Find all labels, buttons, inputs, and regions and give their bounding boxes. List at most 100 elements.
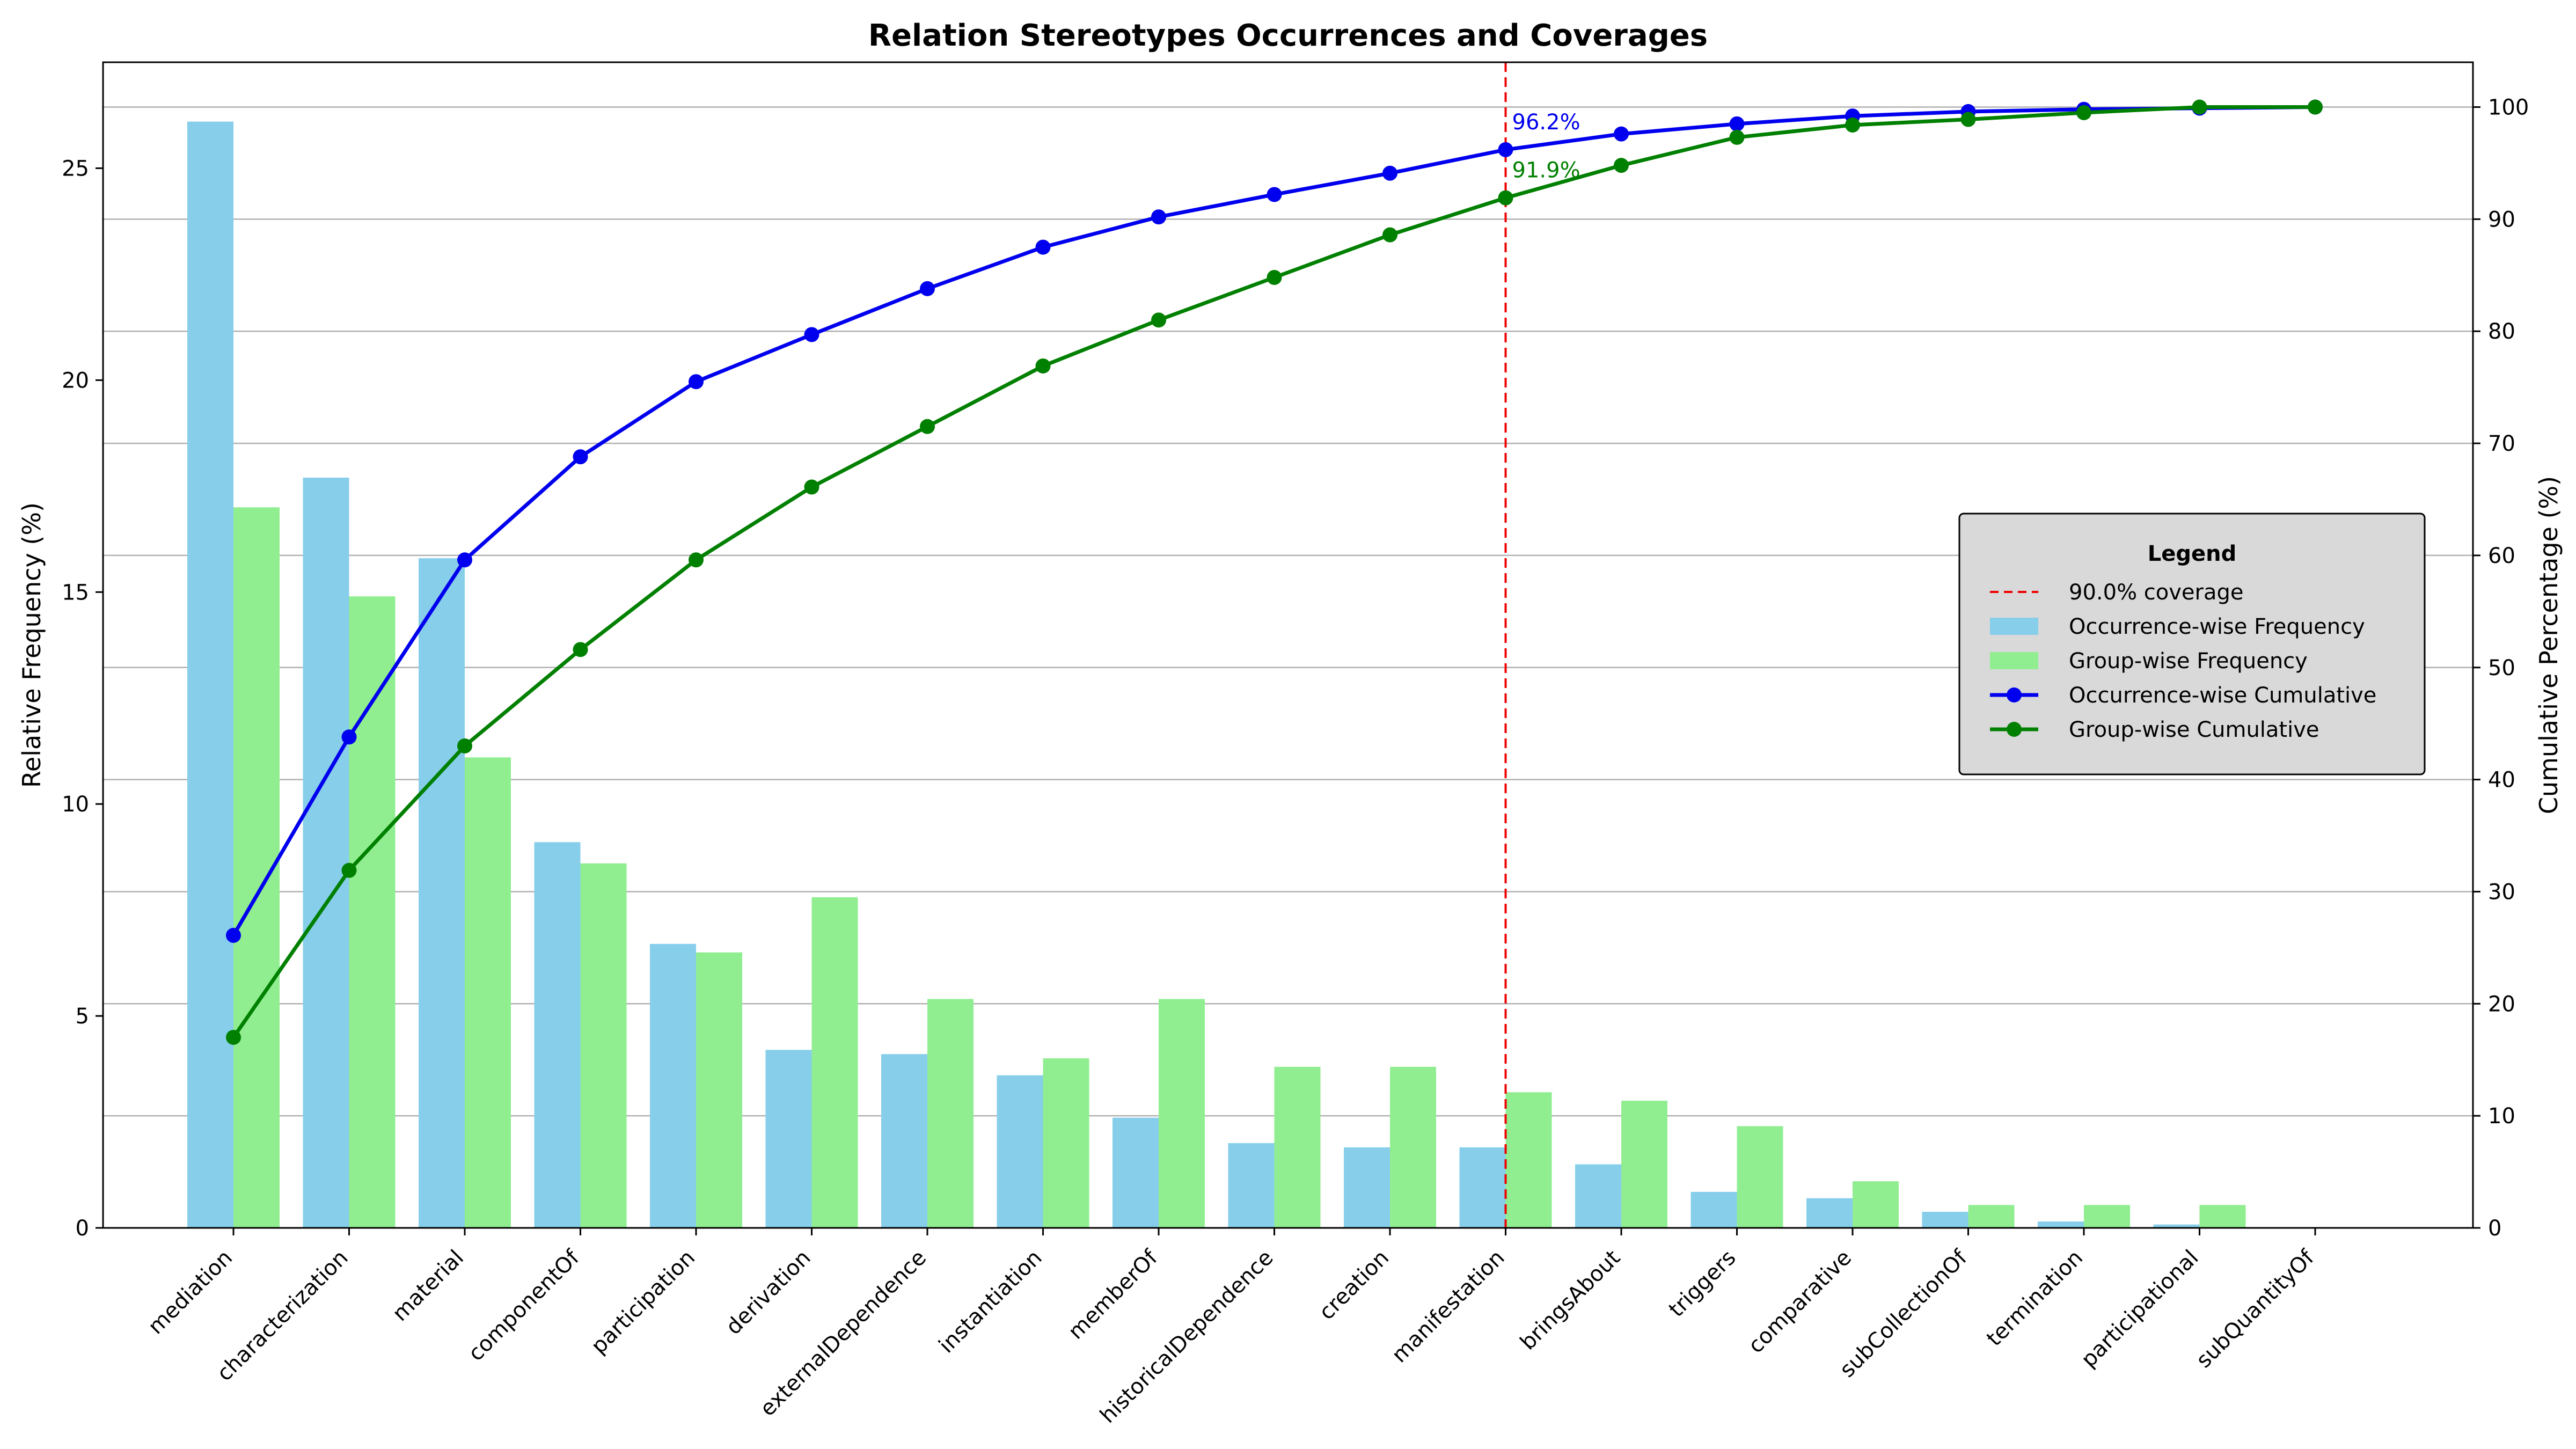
bars-group [187, 121, 2246, 1228]
cumulative-point [1845, 117, 1860, 133]
bar [927, 999, 974, 1228]
y2-axis-label: Cumulative Percentage (%) [2534, 476, 2563, 814]
y-tick-label: 20 [62, 368, 89, 393]
cumulative-point [1729, 116, 1745, 131]
bar [534, 842, 581, 1228]
bar [1228, 1143, 1275, 1228]
cumulative-point [920, 281, 935, 296]
legend-entry-label: Group-wise Cumulative [2069, 718, 2319, 742]
bar [1344, 1147, 1390, 1228]
cumulative-point [1614, 126, 1629, 142]
cumulative-point [341, 729, 357, 745]
bar [765, 1050, 812, 1228]
cumulative-point [689, 552, 704, 568]
cumulative-point [804, 479, 819, 495]
legend-title: Legend [2148, 541, 2237, 566]
cumulative-point [1729, 129, 1745, 145]
cumulative-point [573, 449, 588, 465]
cumulative-point [1035, 239, 1051, 255]
legend-handle-bar [1990, 652, 2038, 669]
cumulative-point [2192, 99, 2207, 115]
bar [465, 757, 511, 1228]
bar [1575, 1164, 1621, 1228]
bar [1159, 999, 1205, 1228]
y-tick-label: 5 [76, 1004, 89, 1029]
bar [1390, 1066, 1436, 1228]
cumulative-point [457, 552, 472, 568]
y2-tick-label: 30 [2488, 880, 2515, 904]
bar [1737, 1126, 1783, 1228]
y2-tick-label: 40 [2488, 768, 2515, 793]
y2-tick-label: 80 [2488, 319, 2515, 344]
bar [580, 863, 627, 1228]
legend: Legend 90.0% coverage Occurrence-wise Freq… [1958, 513, 2426, 775]
annotation-label: 91.9% [1512, 158, 1580, 183]
bar [1968, 1205, 2015, 1228]
annotation-label: 96.2% [1512, 110, 1580, 135]
bar [811, 897, 858, 1228]
right-y-axis: 0 10 20 30 40 50 60 70 80 90 100 [2473, 96, 2529, 1241]
bar [696, 952, 742, 1228]
legend-entry-label: Group-wise Frequency [2069, 649, 2308, 674]
cumulative-point [1035, 358, 1051, 374]
legend-entry-label: Occurrence-wise Cumulative [2069, 683, 2376, 708]
cumulative-point [1498, 142, 1513, 157]
bar [1806, 1198, 1853, 1228]
y-tick-label: 10 [62, 792, 89, 817]
legend-box [1958, 513, 2426, 775]
y2-tick-label: 50 [2488, 656, 2515, 680]
cumulative-point [920, 419, 935, 434]
bar [303, 478, 349, 1228]
cumulative-point [2076, 105, 2091, 120]
y2-tick-label: 100 [2488, 96, 2529, 120]
bar [187, 121, 233, 1228]
cumulative-point [226, 1029, 241, 1045]
cumulative-point [1151, 209, 1166, 225]
cumulative-point [341, 862, 357, 878]
cumulative-point [1151, 312, 1166, 328]
bar [2084, 1205, 2130, 1228]
bar [419, 558, 465, 1228]
bar [349, 596, 396, 1228]
cumulative-point [689, 374, 704, 390]
cumulative-point [2308, 99, 2323, 115]
y2-tick-label: 70 [2488, 431, 2515, 456]
legend-handle-marker [2007, 722, 2022, 737]
cumulative-point [1614, 158, 1629, 173]
legend-entry-label: Occurrence-wise Frequency [2069, 614, 2365, 639]
bar [1274, 1066, 1321, 1228]
y-tick-label: 25 [62, 156, 89, 181]
bar [2199, 1205, 2246, 1228]
y-axis-label: Relative Frequency (%) [17, 502, 46, 788]
annotations-group: 96.2% 91.9% [1512, 110, 1580, 183]
bar [1853, 1181, 1899, 1228]
y2-tick-label: 90 [2488, 207, 2515, 232]
cumulative-point [226, 927, 241, 943]
bar [1690, 1191, 1737, 1228]
cumulative-point [1960, 112, 1976, 127]
bar [1459, 1147, 1506, 1228]
cumulative-lines-group [226, 99, 2323, 1045]
cumulative-point [1382, 165, 1397, 181]
bar [1043, 1058, 1089, 1228]
y2-tick-label: 0 [2488, 1216, 2501, 1241]
legend-handle-marker [2007, 687, 2022, 702]
left-y-axis: 0 5 10 15 20 25 [62, 156, 103, 1241]
cumulative-point [1267, 187, 1282, 202]
y-tick-label: 0 [76, 1216, 89, 1241]
bar [997, 1075, 1043, 1228]
cumulative-point [573, 642, 588, 657]
bar [1922, 1211, 1968, 1228]
bar [1505, 1092, 1552, 1228]
cumulative-point [457, 738, 472, 753]
cumulative-point [1498, 190, 1513, 206]
legend-entry-label: 90.0% coverage [2069, 580, 2244, 605]
cumulative-point [1267, 269, 1282, 285]
y2-tick-label: 60 [2488, 544, 2515, 568]
chart-title: Relation Stereotypes Occurrences and Cov… [868, 18, 1708, 53]
y-tick-label: 15 [62, 580, 89, 605]
bar [2038, 1221, 2084, 1228]
bar [650, 943, 696, 1228]
legend-handle-bar [1990, 618, 2038, 635]
